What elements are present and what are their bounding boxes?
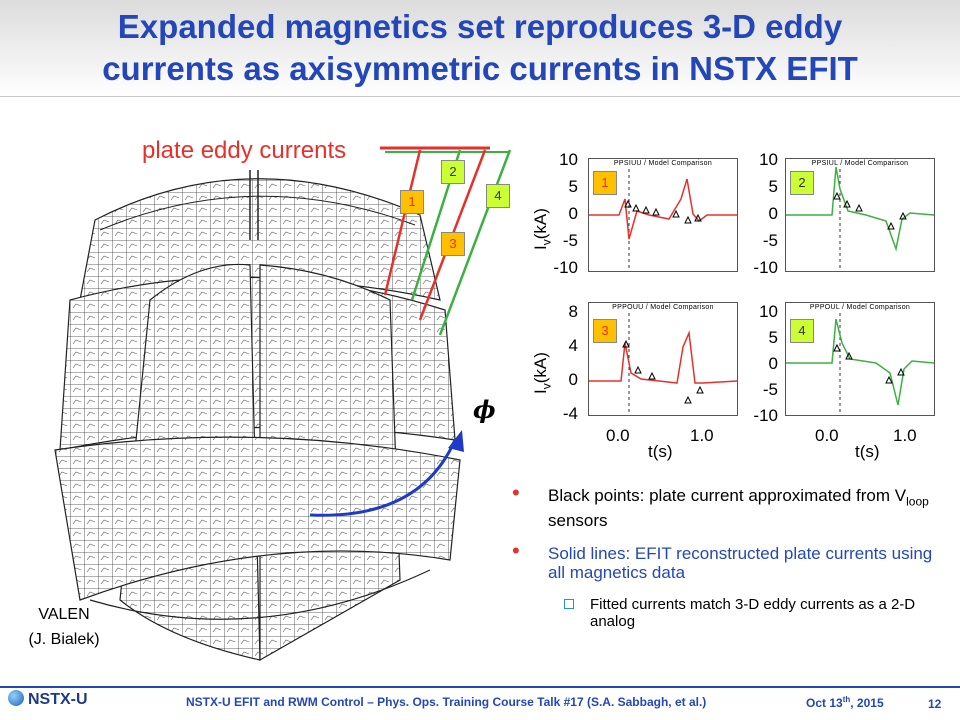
logo-sphere-icon: [8, 690, 24, 706]
panel-2-ytick-1: 5: [768, 177, 778, 196]
figure-badge-2: 2: [441, 160, 465, 184]
footer-divider: [0, 686, 960, 688]
panel-2-ytick-4: -10: [753, 258, 778, 277]
ylabel-bottom: Iv(kA): [531, 352, 553, 394]
plot-panel-1-title: PPSIUU / Model Comparison: [613, 160, 713, 167]
lower-ring: [54, 436, 461, 601]
plot-panel-2-title: PPSIUL / Model Comparison: [811, 160, 909, 167]
plot-panel-3-badge: 3: [593, 319, 617, 343]
slide-title: Expanded magnetics set reproduces 3-D ed…: [20, 6, 940, 90]
nstx-u-logo: NSTX-U: [8, 690, 88, 709]
ylabel-bottom-symbol: I: [531, 389, 550, 394]
xlabel-right: t(s): [855, 442, 880, 461]
plot-panel-4: PPPOUL / Model Comparison 4: [785, 302, 935, 416]
plot-panel-4-badge: 4: [790, 319, 814, 343]
bullet-2-text: Solid lines: EFIT reconstructed plate cu…: [548, 544, 933, 583]
panel-4-ytick-3: -5: [762, 380, 778, 399]
bullet-1-sub: loop: [906, 494, 929, 509]
panel-4-ytick-4: -10: [753, 406, 778, 425]
plot-panel-4-title: PPPOUL / Model Comparison: [809, 304, 911, 311]
phi-symbol: ϕ: [473, 395, 496, 424]
logo-text: NSTX-U: [28, 691, 88, 708]
footer-date: Oct 13th, 2015: [806, 695, 884, 710]
panel-3-ytick-3: -4: [562, 404, 578, 423]
valen-credit: VALEN (J. Bialek): [18, 602, 110, 652]
plot-panel-1-trace: [589, 169, 737, 271]
panel-2-ytick-3: -5: [762, 231, 778, 250]
plot-panel-2: PPSIUL / Model Comparison 2: [785, 158, 935, 272]
footer-date-sup: th: [842, 695, 851, 704]
plot-panel-1: PPSIUU / Model Comparison 1: [588, 158, 738, 272]
ylabel-bottom-sub: v: [539, 383, 554, 390]
panel-1-ytick-1: 5: [568, 177, 578, 196]
panel-4-ytick-1: 5: [768, 328, 778, 347]
bullet-black-points: • Black points: plate current approximat…: [510, 480, 940, 531]
bullet-dot-1: •: [512, 480, 520, 505]
panel-1-ytick-4: -10: [553, 258, 578, 277]
sub-bullet-text: Fitted currents match 3-D eddy currents …: [590, 596, 916, 631]
xtick-right-0: 0.0: [815, 426, 839, 445]
panel-1-ytick-0: 10: [559, 150, 578, 169]
xtick-left-0: 0.0: [606, 426, 630, 445]
footer-talk-title: NSTX-U EFIT and RWM Control – Phys. Ops.…: [186, 695, 707, 709]
plot-panel-3-trace: [589, 313, 737, 415]
phi-arrow: [309, 439, 457, 517]
bullet-dot-2: •: [512, 538, 520, 564]
panel-1-ytick-3: -5: [562, 231, 578, 250]
ylabel-top-sub: v: [539, 239, 554, 246]
figure-badge-1: 1: [400, 190, 424, 214]
figure-badge-3: 3: [441, 232, 465, 256]
panel-3-ytick-2: 0: [568, 370, 578, 389]
plot-panel-2-badge: 2: [790, 171, 814, 195]
ylabel-top: Iv(kA): [531, 208, 553, 250]
panel-2-ytick-2: 0: [768, 204, 778, 223]
panel-3-ytick-1: 4: [568, 336, 578, 355]
plot-panel-2-trace: [786, 166, 934, 271]
xtick-left-1: 1.0: [690, 426, 714, 445]
panel-4-ytick-2: 0: [768, 354, 778, 373]
plot-panel-3: PPPOUU / Model Comparison 3: [588, 302, 738, 416]
figure-badge-4: 4: [486, 184, 510, 208]
central-plates: [59, 276, 456, 451]
plot-panel-3-title: PPPOUU / Model Comparison: [612, 304, 714, 311]
sub-bullet-fitted: Fitted currents match 3-D eddy currents …: [510, 596, 940, 630]
valen-credit-line-1: VALEN: [38, 606, 90, 623]
xlabel-left: t(s): [648, 442, 673, 461]
panel-3-ytick-0: 8: [568, 302, 578, 321]
slide-title-line-2: currents as axisymmetric currents in NST…: [102, 50, 858, 87]
plate-eddy-currents-label: plate eddy currents: [142, 137, 347, 164]
ylabel-top-unit: (kA): [531, 208, 550, 240]
leader-1: [383, 149, 422, 296]
footer-date-year: , 2015: [850, 696, 884, 710]
plot-panel-1-badge: 1: [593, 171, 617, 195]
plot-panel-4-trace: [786, 313, 934, 415]
footer-date-main: Oct 13: [806, 696, 843, 710]
leader-4: [438, 149, 512, 336]
bullet-1-tail: sensors: [548, 511, 608, 531]
ylabel-top-symbol: I: [531, 245, 550, 250]
title-bar: Expanded magnetics set reproduces 3-D ed…: [0, 0, 960, 97]
slide-title-line-1: Expanded magnetics set reproduces 3-D ed…: [117, 8, 843, 45]
panel-2-ytick-0: 10: [759, 150, 778, 169]
page-number: 12: [928, 697, 942, 711]
bullet-list: • Black points: plate current approximat…: [510, 480, 940, 631]
bullet-solid-lines: • Solid lines: EFIT reconstructed plate …: [510, 538, 940, 583]
xtick-right-1: 1.0: [893, 426, 917, 445]
panel-4-ytick-0: 10: [759, 302, 778, 321]
ylabel-bottom-unit: (kA): [531, 352, 550, 384]
valen-credit-line-2: (J. Bialek): [28, 631, 100, 648]
bullet-1-text: Black points: plate current approximated…: [548, 486, 907, 505]
sub-bullet-square-icon: [564, 599, 574, 610]
panel-1-ytick-2: 0: [568, 204, 578, 223]
